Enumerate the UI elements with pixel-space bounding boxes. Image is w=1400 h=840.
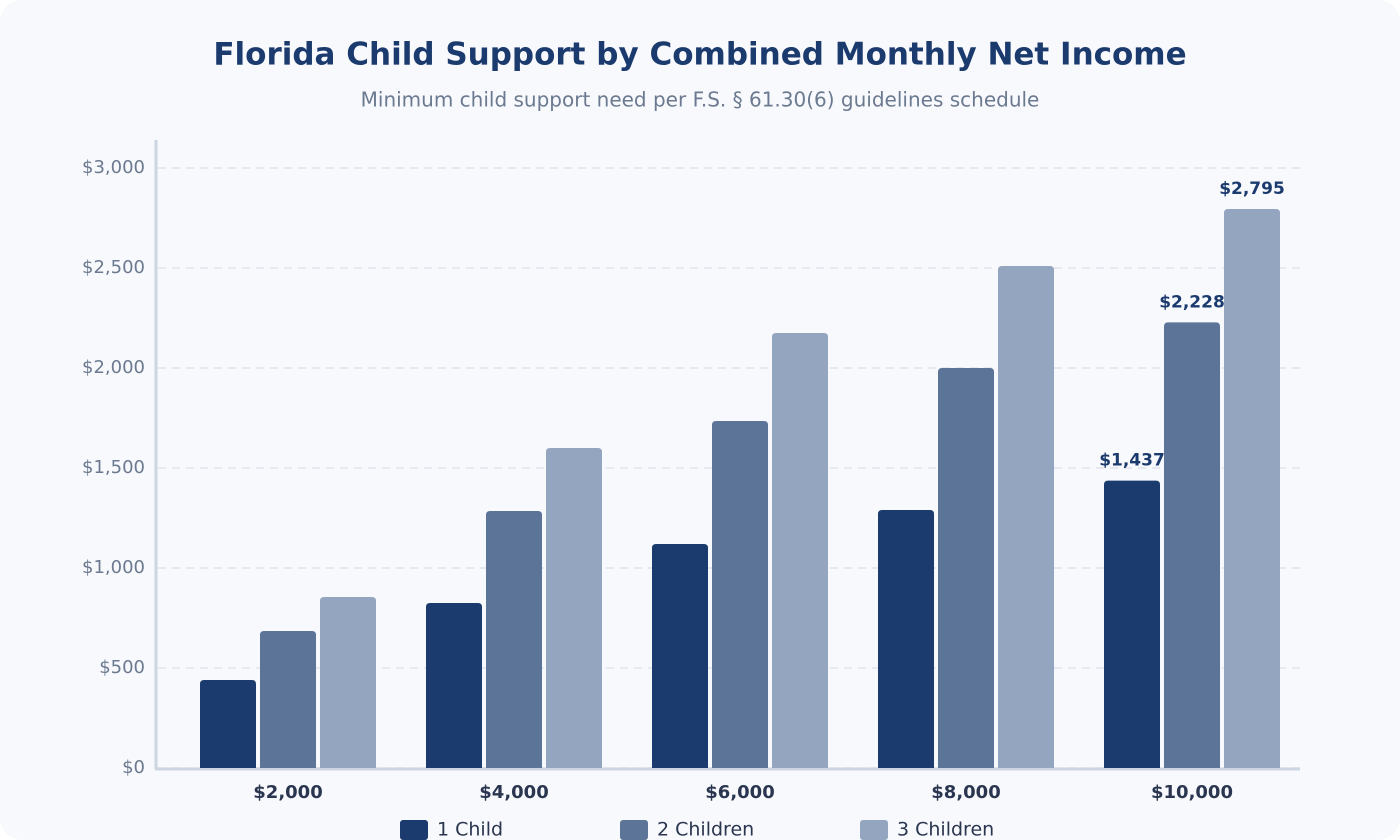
x-tick-label: $6,000 (705, 782, 774, 803)
bar (878, 510, 934, 768)
chart-title: Florida Child Support by Combined Monthl… (213, 37, 1186, 73)
y-tick-label: $1,000 (82, 557, 145, 578)
bar (652, 544, 708, 768)
y-tick-label: $2,000 (82, 357, 145, 378)
bar (546, 448, 602, 768)
legend-label: 2 Children (657, 819, 754, 840)
y-tick-label: $500 (99, 657, 145, 678)
bar (426, 603, 482, 768)
bar (320, 597, 376, 768)
legend-label: 1 Child (437, 819, 503, 840)
value-label: $2,795 (1219, 179, 1285, 199)
legend-swatch (400, 820, 428, 840)
bar (260, 631, 316, 768)
bar (712, 421, 768, 768)
legend-label: 3 Children (897, 819, 994, 840)
y-tick-label: $1,500 (82, 457, 145, 478)
x-tick-label: $2,000 (253, 782, 322, 803)
bar (772, 333, 828, 768)
bar (1104, 480, 1160, 768)
bar (938, 368, 994, 768)
bar (998, 266, 1054, 768)
y-tick-label: $2,500 (82, 257, 145, 278)
x-tick-label: $10,000 (1151, 782, 1233, 803)
value-label: $2,228 (1159, 292, 1225, 312)
value-label: $1,437 (1099, 451, 1165, 471)
x-tick-label: $4,000 (479, 782, 548, 803)
legend-swatch (620, 820, 648, 840)
bar (1164, 322, 1220, 768)
legend-swatch (860, 820, 888, 840)
bar (200, 680, 256, 768)
y-tick-label: $0 (122, 757, 145, 778)
chart-subtitle: Minimum child support need per F.S. § 61… (361, 88, 1040, 112)
bar (1224, 209, 1280, 768)
bar (486, 511, 542, 768)
y-tick-label: $3,000 (82, 157, 145, 178)
x-tick-label: $8,000 (931, 782, 1000, 803)
